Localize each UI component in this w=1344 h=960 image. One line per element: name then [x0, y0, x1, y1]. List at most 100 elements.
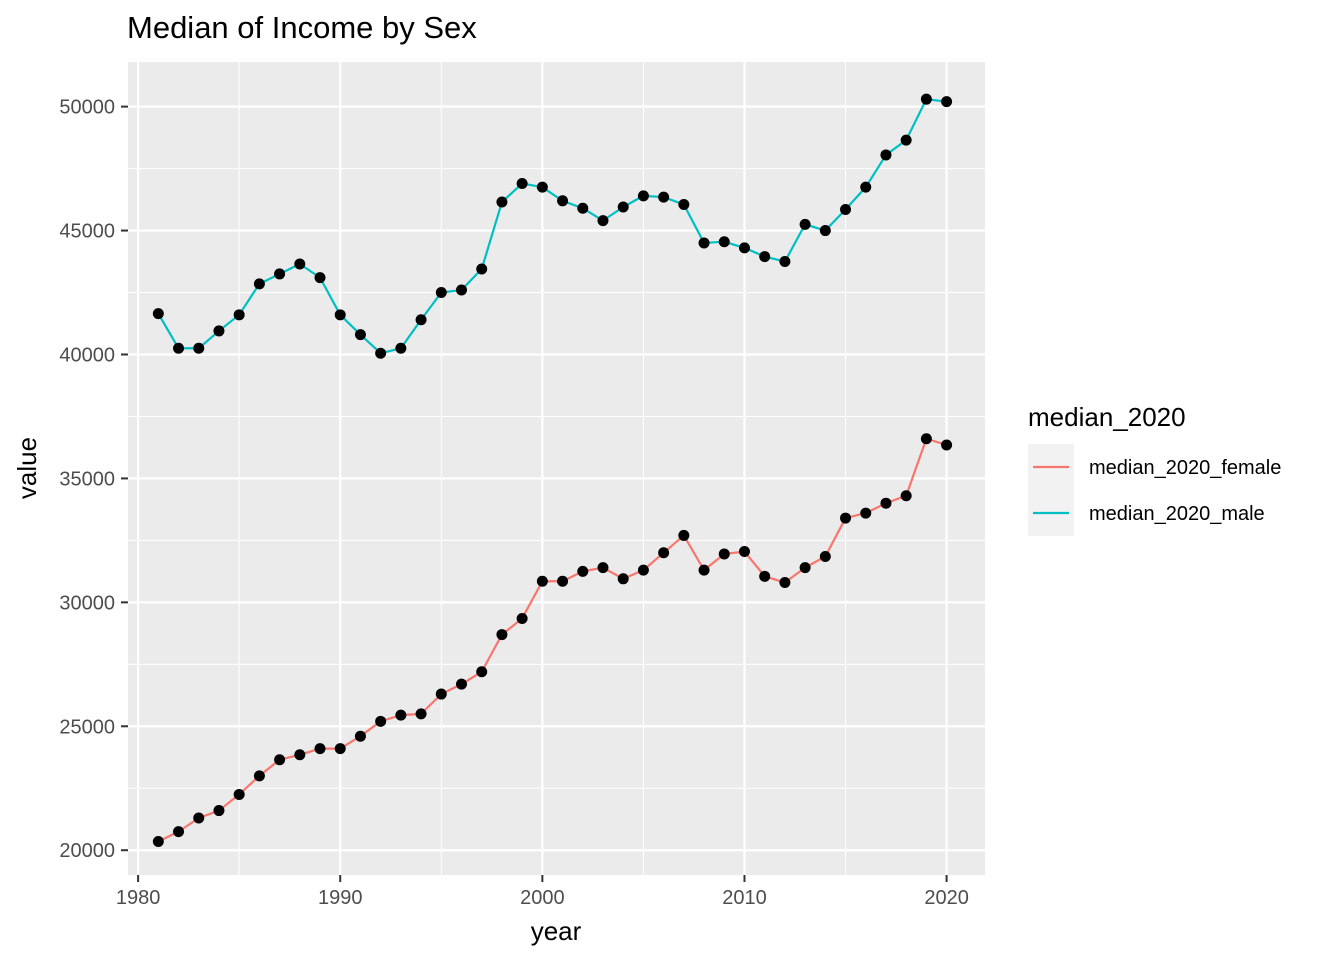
- data-point: [577, 565, 589, 577]
- data-point: [880, 149, 892, 161]
- data-point: [597, 215, 609, 227]
- x-tick-label: 2000: [520, 887, 565, 909]
- data-point: [193, 812, 205, 824]
- data-point: [799, 562, 811, 574]
- legend-title: median_2020: [1028, 402, 1186, 432]
- data-point: [617, 573, 629, 585]
- data-point: [395, 709, 407, 721]
- data-point: [516, 177, 528, 189]
- data-point: [819, 225, 831, 237]
- data-point: [334, 309, 346, 321]
- data-point: [941, 439, 953, 451]
- data-point: [920, 433, 932, 445]
- y-axis-title: value: [12, 437, 42, 499]
- major-gridlines: [128, 62, 985, 875]
- x-tick-label: 1990: [318, 887, 363, 909]
- data-point: [920, 93, 932, 105]
- data-point: [577, 202, 589, 214]
- data-point: [435, 688, 447, 700]
- data-point: [637, 564, 649, 576]
- data-point: [395, 342, 407, 354]
- data-point: [941, 96, 953, 108]
- legend-key-background: [1028, 444, 1074, 536]
- data-point: [678, 529, 690, 541]
- plot-panel: [128, 62, 985, 875]
- data-points: [152, 93, 953, 848]
- data-point: [294, 749, 306, 761]
- x-tick-label: 1980: [116, 887, 161, 909]
- data-point: [496, 629, 508, 641]
- data-point: [779, 577, 791, 589]
- series-line-median_2020_male: [157, 98, 947, 355]
- y-tick-label: 35000: [59, 468, 115, 490]
- y-tick-label: 45000: [59, 221, 115, 243]
- data-point: [840, 203, 852, 215]
- data-point: [415, 708, 427, 720]
- legend-label: median_2020_male: [1089, 503, 1265, 525]
- data-point: [375, 715, 387, 727]
- series-lines: [157, 98, 947, 843]
- data-point: [698, 237, 710, 249]
- data-point: [476, 263, 488, 275]
- data-point: [557, 575, 569, 587]
- data-point: [334, 743, 346, 755]
- chart-title: Median of Income by Sex: [127, 10, 477, 45]
- data-point: [173, 826, 185, 838]
- data-point: [233, 309, 245, 321]
- series-line-median_2020_female: [157, 437, 947, 843]
- data-point: [698, 564, 710, 576]
- data-point: [900, 134, 912, 146]
- data-point: [476, 666, 488, 678]
- x-tick-label: 2020: [924, 887, 969, 909]
- data-point: [233, 788, 245, 800]
- y-tick-label: 30000: [59, 592, 115, 614]
- data-point: [193, 342, 205, 354]
- data-point: [738, 546, 750, 558]
- data-point: [496, 196, 508, 208]
- data-point: [597, 562, 609, 574]
- data-point: [415, 314, 427, 326]
- data-point: [658, 547, 670, 559]
- data-point: [456, 678, 468, 690]
- data-point: [354, 329, 366, 341]
- data-point: [779, 256, 791, 268]
- data-point: [658, 191, 670, 203]
- data-point: [314, 272, 326, 284]
- data-point: [617, 201, 629, 213]
- data-point: [152, 836, 164, 848]
- data-point: [294, 258, 306, 270]
- data-point: [718, 236, 730, 248]
- data-point: [819, 550, 831, 562]
- data-point: [516, 612, 528, 624]
- y-tick-label: 25000: [59, 716, 115, 738]
- data-point: [253, 770, 265, 782]
- data-point: [213, 325, 225, 337]
- y-tick-label: 20000: [59, 840, 115, 862]
- data-point: [314, 743, 326, 755]
- data-point: [253, 278, 265, 290]
- legend: median_2020 median_2020_female median_202…: [1028, 402, 1281, 536]
- data-point: [860, 507, 872, 519]
- x-axis-title: year: [531, 916, 582, 946]
- data-point: [738, 242, 750, 254]
- data-point: [718, 548, 730, 560]
- data-point: [759, 251, 771, 263]
- data-point: [799, 218, 811, 230]
- legend-label: median_2020_female: [1089, 457, 1281, 479]
- data-point: [759, 570, 771, 582]
- data-point: [557, 195, 569, 207]
- data-point: [880, 497, 892, 509]
- data-point: [536, 575, 548, 587]
- x-tick-label: 2010: [722, 887, 767, 909]
- y-axis: 20000 25000 30000 35000 40000 45000 50000: [59, 97, 128, 862]
- data-point: [900, 490, 912, 502]
- data-point: [678, 199, 690, 211]
- data-point: [354, 730, 366, 742]
- data-point: [637, 190, 649, 202]
- data-point: [375, 347, 387, 359]
- data-point: [274, 754, 286, 766]
- x-axis: 1980 1990 2000 2010 2020: [116, 875, 969, 909]
- data-point: [860, 181, 872, 193]
- data-point: [435, 287, 447, 299]
